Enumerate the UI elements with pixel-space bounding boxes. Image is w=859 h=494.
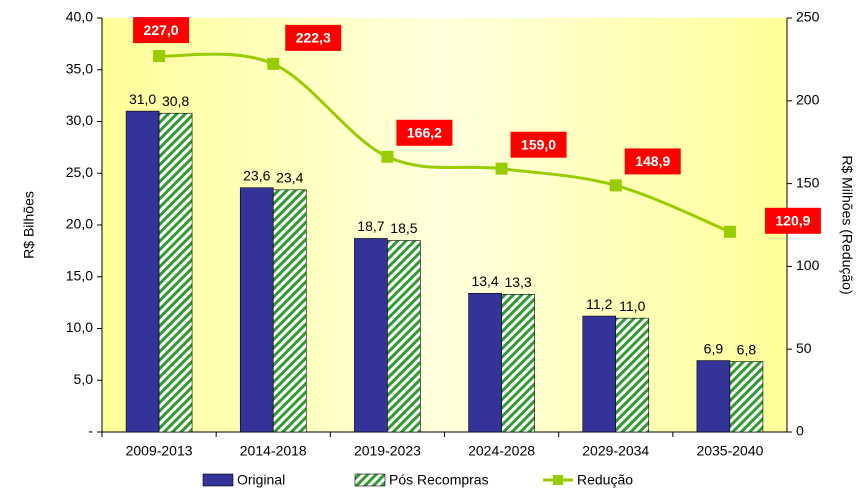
y-tick-label: 35,0 (66, 60, 93, 76)
bar (239, 187, 274, 433)
y2-axis-title: R$ Milhões (Redução) (839, 155, 855, 294)
y-tick-label: 15,0 (66, 267, 93, 283)
data-label: 11,0 (619, 298, 645, 314)
y-tick-label: - (88, 423, 93, 439)
y-tick-label: 20,0 (66, 216, 93, 232)
marker (723, 225, 736, 238)
bar (582, 315, 617, 433)
bar (158, 112, 193, 433)
data-label: 18,5 (390, 220, 417, 236)
label-box (764, 207, 821, 234)
data-label: 166,2 (407, 124, 442, 140)
data-label: 120,9 (775, 212, 810, 228)
data-label: 6,8 (737, 341, 757, 357)
data-label: 227,0 (144, 22, 179, 38)
data-label: 30,8 (162, 93, 189, 109)
data-label: 13,3 (504, 274, 531, 290)
data-label: 11,2 (586, 296, 612, 312)
x-tick-label: 2029-2034 (582, 443, 649, 459)
bar (354, 238, 388, 433)
y2-tick-label: 200 (796, 92, 820, 108)
y-tick-label: 40,0 (66, 9, 93, 25)
y2-tick-label: 150 (796, 174, 820, 190)
y2-tick-label: 50 (796, 340, 812, 356)
bar (501, 294, 535, 433)
legend-label: Original (237, 472, 285, 488)
label-box (396, 119, 453, 146)
data-label: 18,7 (357, 218, 384, 234)
data-label: 148,9 (635, 153, 670, 169)
data-label: 222,3 (296, 30, 331, 46)
legend-label: Pós Recompras (389, 472, 489, 488)
y-tick-label: 25,0 (66, 164, 93, 180)
legend-swatch (354, 473, 386, 487)
label-box (510, 131, 567, 158)
y-axis-title: R$ Bilhões (21, 191, 37, 259)
label-box (133, 17, 190, 44)
marker (609, 179, 622, 192)
data-label: 23,4 (276, 170, 303, 186)
y2-tick-label: 100 (796, 257, 820, 273)
x-tick-label: 2019-2023 (354, 443, 421, 459)
data-label: 159,0 (521, 136, 556, 152)
bar (387, 240, 421, 433)
y2-tick-label: 250 (796, 9, 820, 25)
bar (729, 361, 764, 433)
bar (615, 317, 650, 433)
x-tick-label: 2009-2013 (126, 443, 193, 459)
x-tick-label: 2024-2028 (468, 443, 535, 459)
legend-label: Redução (577, 472, 633, 488)
line (158, 52, 731, 234)
label-box (624, 148, 681, 175)
x-tick-label: 2014-2018 (240, 443, 307, 459)
plot-area (102, 18, 787, 432)
data-label: 6,9 (704, 340, 724, 356)
y-tick-label: 30,0 (66, 112, 93, 128)
marker (495, 162, 508, 175)
legend-swatch (553, 475, 563, 485)
label-box (285, 24, 342, 51)
data-label: 31,0 (129, 91, 156, 107)
y2-tick-label: 0 (796, 423, 804, 439)
marker (267, 57, 280, 70)
x-tick-label: 2035-2040 (696, 443, 763, 459)
bar (468, 293, 502, 433)
bar (272, 189, 307, 433)
data-label: 13,4 (471, 273, 498, 289)
y-tick-label: 10,0 (66, 319, 93, 335)
data-label: 23,6 (243, 167, 270, 183)
bar (696, 360, 731, 433)
marker (153, 50, 166, 63)
marker (381, 150, 394, 163)
legend-swatch (202, 473, 234, 487)
y-tick-label: 5,0 (74, 371, 94, 387)
bar (125, 110, 160, 433)
